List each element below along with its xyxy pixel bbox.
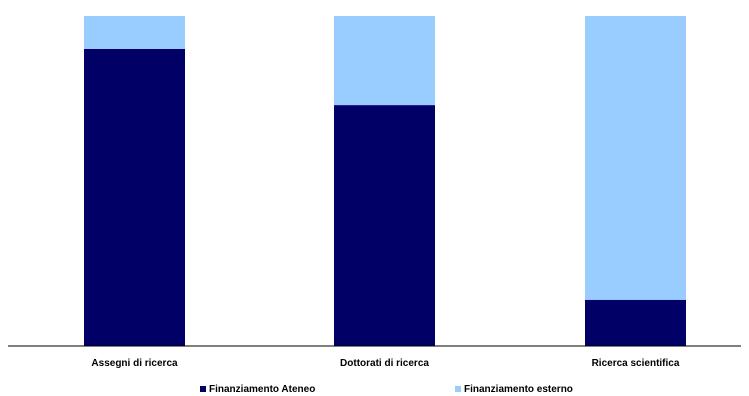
legend-label: Finanziamento esterno	[464, 384, 573, 395]
bar-ricerca-scientifica-finanziamento-ateneo	[585, 299, 686, 346]
bar-ricerca-scientifica-finanziamento-esterno	[585, 16, 686, 300]
bar-assegni-di-ricerca-finanziamento-esterno	[84, 16, 185, 49]
x-tick-labels: Assegni di ricerca Dottorati di ricerca Ri…	[91, 358, 679, 369]
x-tick-label: Assegni di ricerca	[91, 358, 178, 369]
legend: Finanziamento Ateneo Finanziamento estern…	[200, 384, 573, 395]
bar-assegni-di-ricerca-finanziamento-ateneo	[84, 49, 185, 346]
legend-item-finanziamento-esterno: Finanziamento esterno	[455, 384, 573, 395]
bar-dottorati-di-ricerca-finanziamento-esterno	[334, 16, 435, 106]
legend-swatch	[455, 386, 461, 392]
legend-swatch	[200, 386, 206, 392]
x-tick-label: Dottorati di ricerca	[340, 358, 429, 369]
bars-layer	[84, 16, 686, 346]
bar-dottorati-di-ricerca-finanziamento-ateneo	[334, 105, 435, 346]
x-tick-label: Ricerca scientifica	[592, 358, 680, 369]
legend-item-finanziamento-ateneo: Finanziamento Ateneo	[200, 384, 315, 395]
legend-label: Finanziamento Ateneo	[209, 384, 315, 395]
